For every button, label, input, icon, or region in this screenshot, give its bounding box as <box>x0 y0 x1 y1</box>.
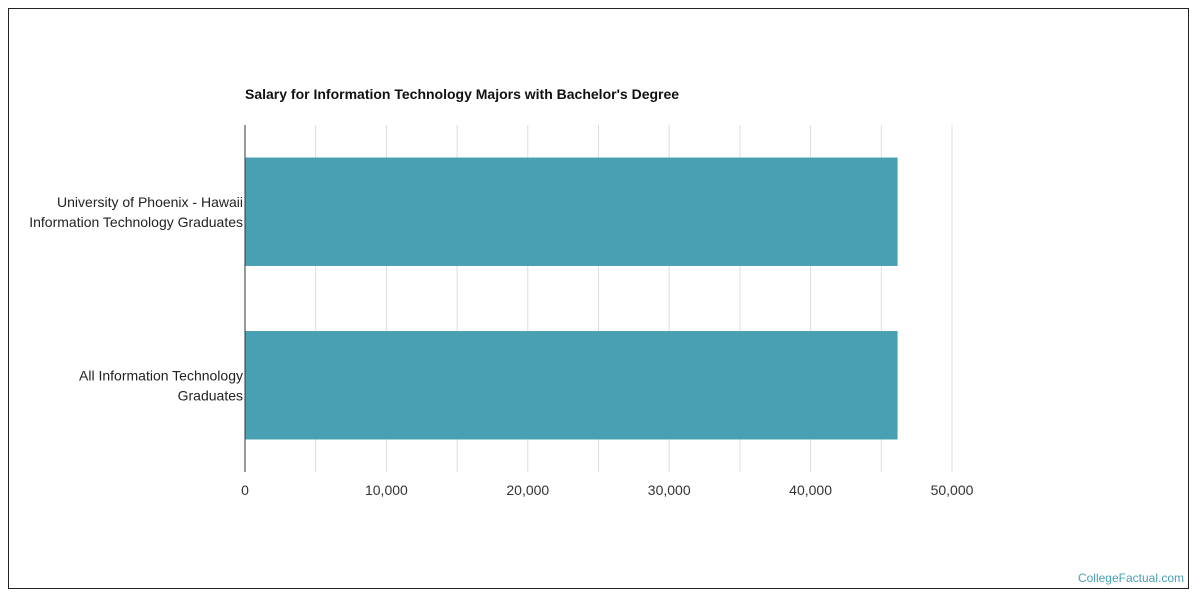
x-tick-labels: 0 10,000 20,000 30,000 40,000 50,000 <box>241 482 974 498</box>
chart-title: Salary for Information Technology Majors… <box>245 86 679 102</box>
watermark[interactable]: CollegeFactual.com <box>1077 571 1184 585</box>
category-label-line: Graduates <box>178 387 243 403</box>
x-tick-label: 10,000 <box>365 482 408 498</box>
x-tick-label: 50,000 <box>931 482 974 498</box>
bar[interactable] <box>245 331 898 440</box>
x-tick-label: 0 <box>241 482 249 498</box>
bar[interactable] <box>245 157 898 266</box>
x-tick-label: 20,000 <box>506 482 549 498</box>
bars <box>245 157 898 440</box>
x-tick-label: 30,000 <box>648 482 691 498</box>
chart-frame <box>8 8 1189 589</box>
category-label-line: Information Technology Graduates <box>29 214 243 230</box>
category-label-line: University of Phoenix - Hawaii <box>57 194 243 210</box>
category-labels: University of Phoenix - Hawaii Informatio… <box>29 194 243 404</box>
category-label-line: All Information Technology <box>79 367 243 383</box>
category-label: University of Phoenix - Hawaii Informatio… <box>29 194 243 230</box>
category-label: All Information Technology Graduates <box>79 367 243 403</box>
x-tick-label: 40,000 <box>789 482 832 498</box>
